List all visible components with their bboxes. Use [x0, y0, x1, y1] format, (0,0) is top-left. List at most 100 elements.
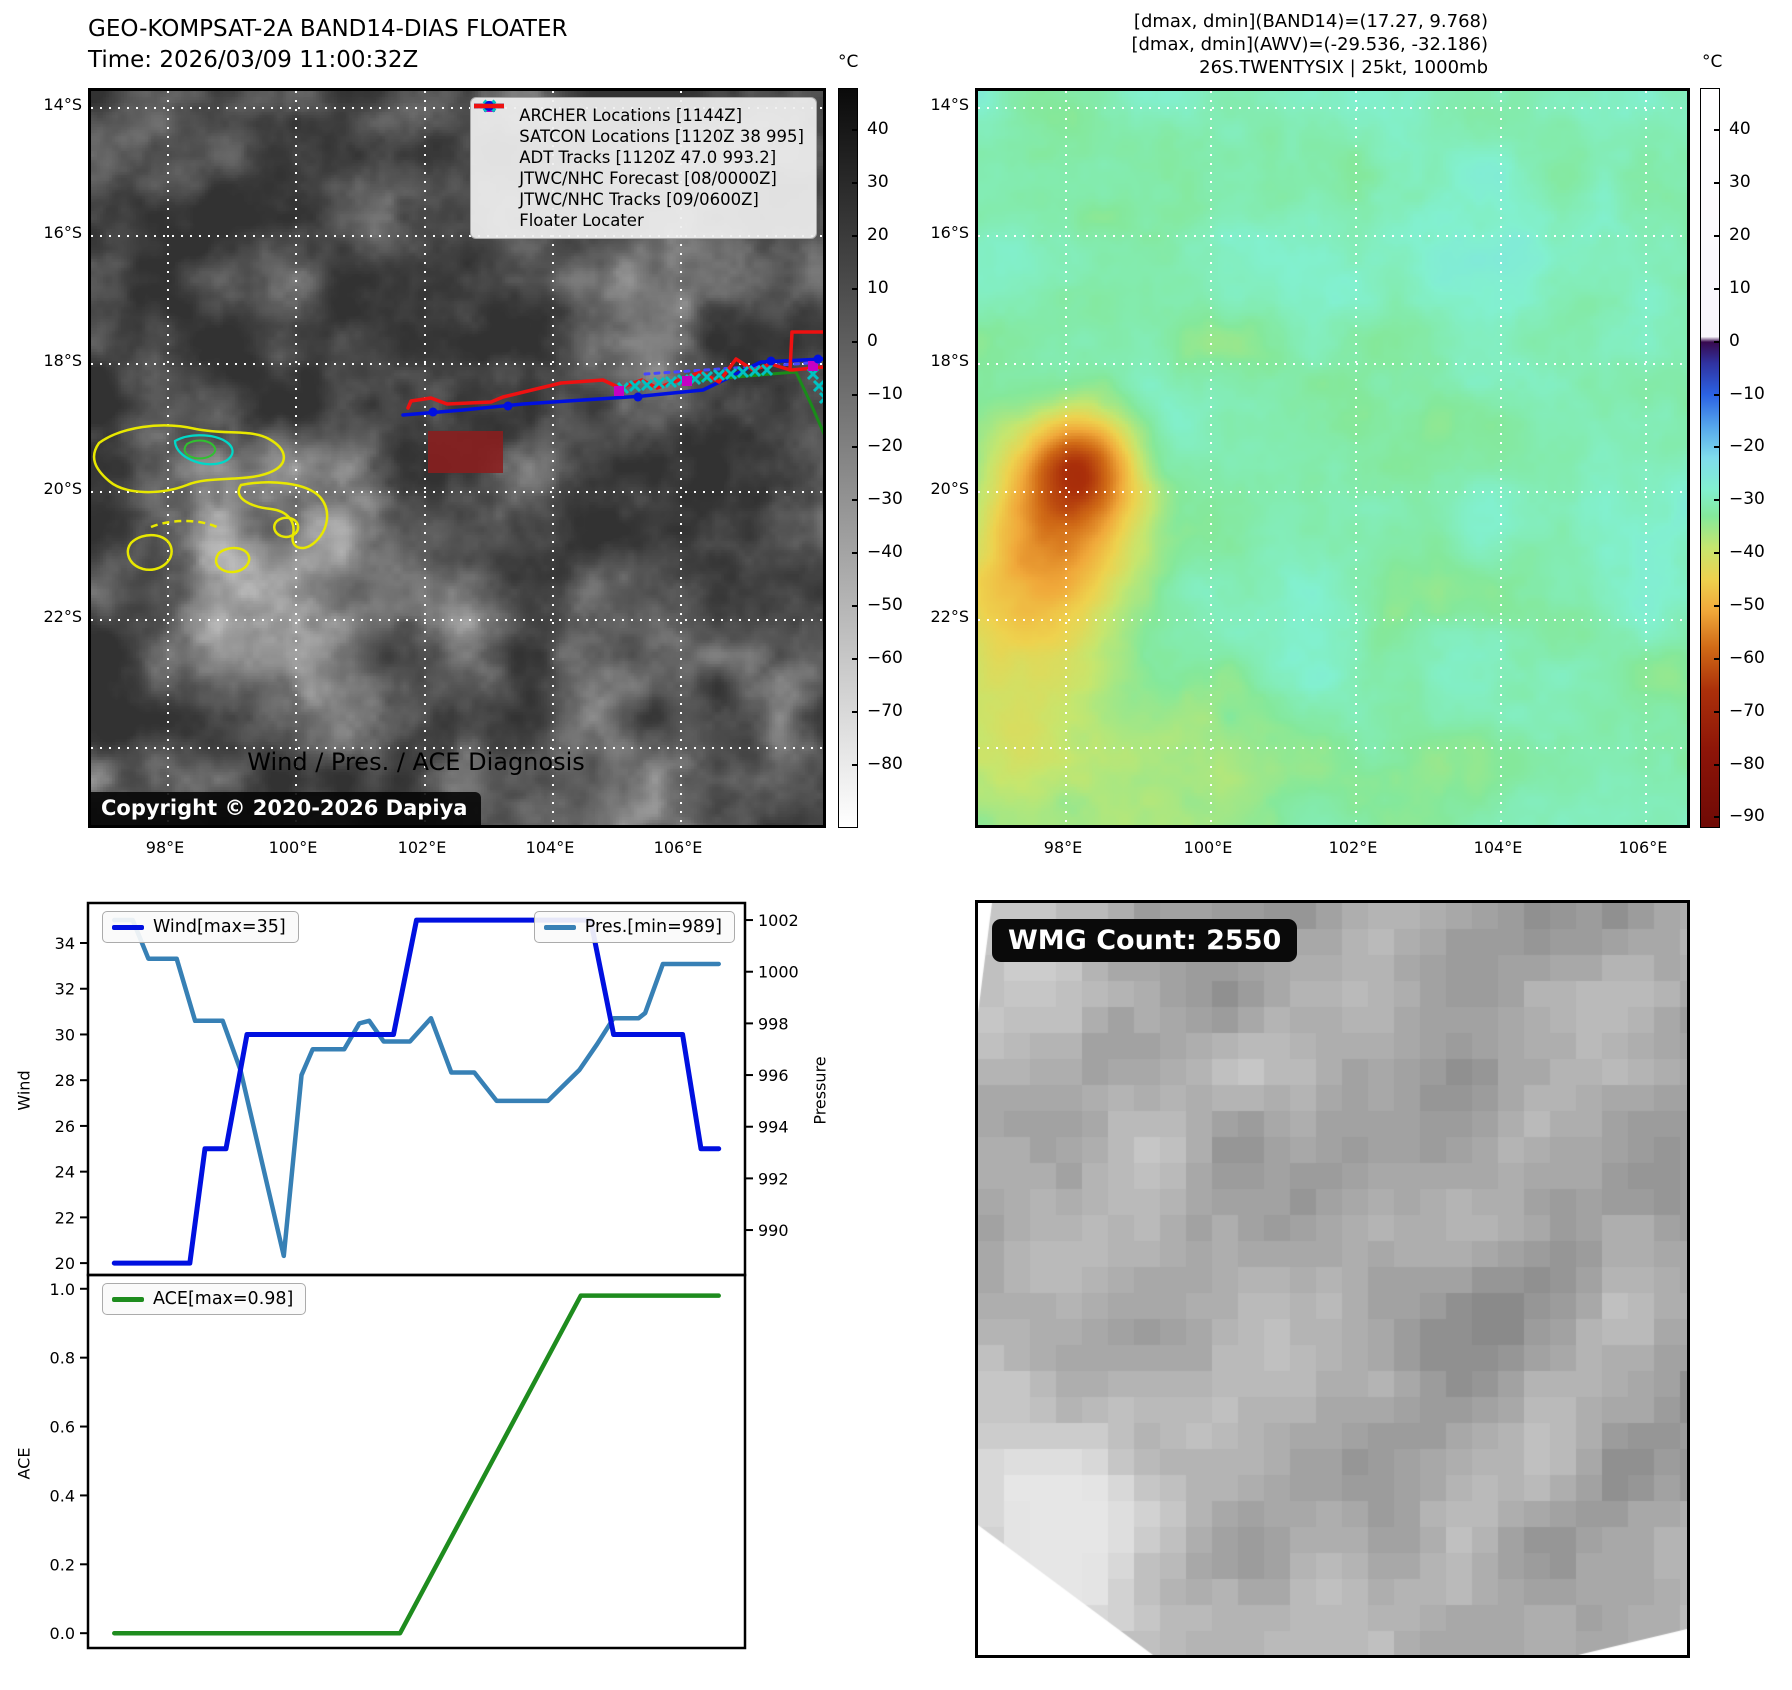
svg-text:30: 30	[55, 1025, 75, 1044]
lon-tick-label: 102°E	[1328, 838, 1378, 857]
svg-text:996: 996	[758, 1066, 789, 1085]
lat-tick-label: 18°S	[930, 351, 969, 370]
colorbar-tick-label: 0	[867, 330, 878, 351]
satcon-marker	[700, 370, 714, 384]
colorbar-tick	[1714, 499, 1720, 502]
lat-tick-label: 22°S	[43, 607, 82, 626]
svg-text:28: 28	[55, 1071, 75, 1090]
pressure-axis-label: Pressure	[810, 1056, 830, 1125]
wind-legend: Wind[max=35]	[102, 911, 299, 943]
colorbar-tick	[852, 552, 858, 555]
wmg-microwave-panel: WMG Count: 2550	[975, 900, 1690, 1658]
svg-text:0.0: 0.0	[50, 1624, 75, 1643]
legend-item-label: JTWC/NHC Tracks [09/0600Z]	[519, 190, 759, 209]
svg-text:32: 32	[55, 980, 75, 999]
colorbar-tick-label: −40	[1729, 542, 1765, 563]
lat-tick-label: 22°S	[930, 607, 969, 626]
awv-colorbar-unit: °C	[1702, 52, 1723, 72]
colorbar-tick-label: −40	[867, 542, 903, 563]
colorbar-tick-label: −10	[1729, 383, 1765, 404]
diagnosis-chart-title: Wind / Pres. / ACE Diagnosis	[247, 748, 585, 776]
cold-cloud-contour	[126, 534, 173, 572]
wind-legend-swatch	[112, 924, 144, 930]
colorbar-tick	[1714, 605, 1720, 607]
colorbar-tick	[852, 446, 858, 449]
colorbar-tick	[852, 287, 858, 290]
svg-text:0.2: 0.2	[50, 1555, 75, 1574]
svg-text:0.8: 0.8	[50, 1349, 75, 1368]
lon-tick-label: 100°E	[1183, 838, 1233, 857]
svg-text:34: 34	[55, 934, 75, 953]
jtwc-position-marker	[633, 392, 643, 402]
svg-text:1.0: 1.0	[50, 1280, 75, 1299]
satcon-marker	[818, 391, 823, 405]
satcon-marker	[812, 379, 823, 393]
lon-tick-label: 104°E	[1473, 838, 1523, 857]
copyright-label: Copyright © 2020-2026 Dapiya	[91, 792, 482, 825]
colorbar-tick-label: 10	[867, 277, 889, 298]
jtwc-position-marker	[766, 356, 776, 366]
svg-text:0.6: 0.6	[50, 1418, 75, 1437]
floater-focus-box	[428, 431, 503, 473]
wind-legend-label: Wind[max=35]	[153, 917, 286, 937]
lon-tick-label: 102°E	[397, 838, 447, 857]
colorbar-tick	[852, 657, 858, 660]
colorbar-tick	[1714, 182, 1720, 185]
colorbar-tick-label: −70	[1729, 700, 1765, 721]
colorbar-tick-label: −30	[1729, 489, 1765, 510]
svg-text:20: 20	[55, 1254, 75, 1273]
ace-axis-label: ACE	[14, 1447, 34, 1480]
colorbar-tick-label: −20	[867, 436, 903, 457]
pressure-legend-swatch	[543, 924, 576, 930]
lon-tick-label: 106°E	[1618, 838, 1668, 857]
svg-text:0.4: 0.4	[50, 1486, 75, 1505]
svg-text:1002: 1002	[758, 911, 799, 930]
band14-colorbar-unit: °C	[838, 52, 859, 72]
colorbar-tick	[1714, 552, 1720, 555]
colorbar-tick-label: 30	[1729, 172, 1751, 193]
colorbar-tick-label: 20	[867, 225, 889, 245]
colorbar-tick-label: −90	[1729, 806, 1765, 827]
legend-item-label: Floater Locater	[519, 211, 644, 230]
colorbar-tick	[852, 499, 858, 502]
awv-satellite-map	[975, 88, 1690, 828]
legend-item: SATCON Locations [1120Z 38 995]	[479, 99, 804, 147]
map-legend: ARCHER Locations [1144Z] SATCON Locations…	[470, 97, 817, 239]
awv-colorbar	[1700, 88, 1720, 828]
colorbar-tick	[1714, 340, 1720, 343]
cold-cloud-contour	[92, 424, 285, 494]
colorbar-tick	[852, 710, 858, 713]
svg-text:994: 994	[758, 1118, 789, 1137]
colorbar-tick-label: 20	[1729, 225, 1751, 245]
lat-tick-label: 16°S	[43, 223, 82, 242]
colorbar-tick-label: −50	[1729, 595, 1765, 615]
colorbar-tick	[1714, 710, 1720, 713]
colorbar-tick-label: −60	[1729, 647, 1765, 668]
right-panel-header: [dmax, dmin](BAND14)=(17.27, 9.768) [dma…	[1131, 10, 1488, 79]
colorbar-tick	[852, 393, 858, 396]
lon-tick-label: 106°E	[653, 838, 703, 857]
svg-text:22: 22	[55, 1208, 75, 1227]
awv-imagery-canvas	[978, 91, 1687, 825]
colorbar-tick	[1714, 763, 1720, 766]
satcon-marker	[628, 379, 642, 393]
colorbar-tick-label: −20	[1729, 436, 1765, 457]
wmg-imagery-canvas	[978, 903, 1687, 1655]
cold-cloud-contour	[214, 546, 251, 574]
satcon-marker	[652, 376, 666, 390]
cold-cloud-contour	[272, 516, 300, 539]
colorbar-tick	[852, 763, 858, 766]
satcon-marker	[664, 375, 678, 389]
jtwc-forecast-line	[643, 360, 823, 376]
satcon-marker	[736, 365, 750, 379]
timestamp: Time: 2026/03/09 11:00:32Z	[88, 47, 419, 73]
legend-item: ARCHER Locations [1144Z]	[479, 101, 804, 126]
svg-text:24: 24	[55, 1163, 75, 1182]
dmax-dmin-band14: [dmax, dmin](BAND14)=(17.27, 9.768)	[1133, 11, 1488, 32]
dmax-dmin-awv: [dmax, dmin](AWV)=(-29.536, -32.186)	[1131, 34, 1488, 55]
archer-marker	[614, 386, 624, 396]
ace-legend-label: ACE[max=0.98]	[153, 1289, 294, 1309]
ace-legend: ACE[max=0.98]	[102, 1283, 307, 1315]
colorbar-tick	[1714, 287, 1720, 290]
svg-text:990: 990	[758, 1221, 789, 1240]
